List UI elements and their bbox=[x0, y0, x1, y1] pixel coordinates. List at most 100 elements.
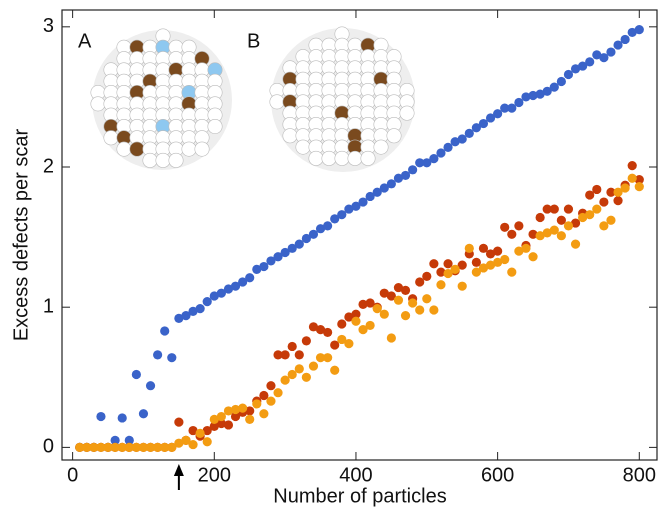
point bbox=[138, 409, 149, 419]
point bbox=[393, 295, 404, 305]
point bbox=[174, 417, 184, 427]
point bbox=[379, 183, 389, 193]
point bbox=[138, 442, 149, 452]
inset-particle bbox=[116, 141, 132, 157]
point bbox=[323, 353, 333, 363]
point bbox=[245, 414, 255, 424]
point bbox=[301, 336, 311, 346]
point bbox=[415, 158, 425, 168]
point bbox=[230, 281, 241, 291]
point bbox=[308, 322, 319, 332]
point bbox=[323, 327, 333, 338]
point bbox=[634, 182, 644, 192]
point bbox=[344, 339, 354, 349]
point bbox=[620, 34, 630, 45]
point bbox=[245, 406, 255, 416]
point bbox=[578, 61, 588, 71]
y-tick-label: 0 bbox=[43, 436, 54, 458]
point bbox=[124, 442, 134, 452]
point bbox=[393, 173, 404, 183]
point bbox=[493, 246, 503, 256]
point bbox=[585, 190, 595, 200]
insets bbox=[90, 26, 415, 172]
point bbox=[202, 437, 212, 447]
inset-label: B bbox=[247, 30, 260, 52]
point bbox=[450, 264, 460, 274]
inset-particle bbox=[308, 150, 324, 166]
point bbox=[535, 231, 545, 241]
point bbox=[400, 285, 411, 295]
point bbox=[315, 325, 326, 335]
point bbox=[422, 271, 432, 281]
point bbox=[351, 309, 361, 319]
point bbox=[485, 113, 496, 123]
x-tick-label: 400 bbox=[339, 464, 372, 486]
point bbox=[372, 303, 382, 314]
point bbox=[294, 350, 304, 360]
point bbox=[273, 252, 283, 262]
point bbox=[82, 442, 92, 452]
point bbox=[117, 442, 127, 452]
inset-particle bbox=[282, 128, 298, 144]
point bbox=[507, 229, 517, 239]
point bbox=[471, 267, 481, 277]
point bbox=[174, 313, 184, 324]
point bbox=[372, 187, 382, 197]
point bbox=[478, 118, 489, 129]
point bbox=[500, 222, 510, 232]
plot-frame bbox=[61, 9, 658, 461]
point bbox=[344, 312, 354, 322]
point bbox=[365, 320, 375, 331]
point bbox=[599, 53, 609, 63]
point bbox=[500, 103, 510, 113]
point bbox=[478, 243, 489, 253]
point bbox=[400, 311, 411, 321]
point bbox=[613, 40, 623, 50]
point bbox=[613, 187, 623, 197]
point bbox=[415, 305, 425, 315]
point bbox=[429, 153, 439, 164]
point bbox=[528, 229, 538, 239]
point bbox=[450, 137, 460, 147]
point bbox=[131, 369, 141, 380]
point bbox=[330, 340, 340, 350]
inset-particle bbox=[207, 118, 223, 134]
inset-particle bbox=[373, 139, 389, 155]
point bbox=[188, 439, 198, 450]
point bbox=[471, 123, 481, 133]
point bbox=[436, 267, 446, 277]
point bbox=[174, 438, 184, 448]
x-tick-label: 0 bbox=[67, 464, 78, 486]
point bbox=[592, 184, 602, 195]
point bbox=[294, 364, 304, 374]
point bbox=[400, 170, 411, 181]
point bbox=[202, 296, 212, 307]
point bbox=[514, 97, 524, 108]
point bbox=[365, 191, 375, 202]
point bbox=[188, 306, 198, 317]
point bbox=[422, 158, 432, 168]
point bbox=[542, 228, 552, 238]
point bbox=[266, 396, 276, 406]
point bbox=[443, 268, 453, 279]
point bbox=[223, 406, 234, 416]
point bbox=[457, 134, 467, 144]
inset-particle bbox=[386, 128, 402, 144]
point bbox=[457, 260, 467, 270]
point bbox=[337, 210, 347, 220]
point bbox=[273, 350, 283, 360]
inset-particle bbox=[269, 94, 285, 110]
inset-particle bbox=[399, 105, 415, 121]
point bbox=[493, 109, 503, 119]
point bbox=[542, 204, 552, 214]
inset-particle bbox=[295, 139, 311, 155]
point bbox=[585, 210, 595, 220]
point bbox=[578, 212, 588, 223]
point bbox=[634, 175, 644, 185]
y-tick-label: 1 bbox=[43, 295, 54, 317]
x-tick-label: 200 bbox=[198, 464, 231, 486]
point bbox=[485, 260, 496, 270]
point bbox=[379, 288, 389, 298]
inset-particle bbox=[103, 130, 119, 146]
point bbox=[570, 218, 581, 228]
